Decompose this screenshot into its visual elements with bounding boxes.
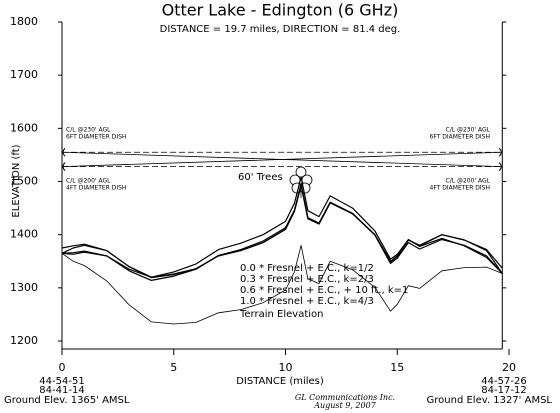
y-tick-label: 1500	[10, 175, 38, 188]
dish-marker	[498, 162, 502, 171]
footer: GL Communications Inc.	[295, 393, 395, 402]
trees-label: 60' Trees	[238, 172, 283, 183]
tree-icon	[289, 166, 313, 198]
site-annotation: C/L @230' AGL	[66, 127, 111, 134]
site-annotation: 6FT DIAMETER DISH	[66, 134, 126, 141]
y-tick-label: 1700	[10, 68, 38, 81]
site-annotation: C/L @200' AGL	[446, 178, 491, 185]
x-tick-label: 15	[390, 361, 404, 374]
site-annotation: 4FT DIAMETER DISH	[430, 185, 490, 192]
chart-subtitle: DISTANCE = 19.7 miles, DIRECTION = 81.4 …	[160, 24, 401, 35]
y-tick-label: 1200	[10, 334, 38, 347]
site-coordinate: 44-54-51	[39, 376, 84, 387]
y-tick-label: 1400	[10, 228, 38, 241]
footer: August 9, 2007	[313, 401, 377, 410]
y-tick-label: 1600	[10, 121, 38, 134]
antenna-line	[61, 151, 503, 168]
y-axis-label: ELEVATION (ft)	[11, 144, 22, 217]
x-tick-label: 5	[170, 361, 177, 374]
site-coordinate: 44-57-26	[481, 376, 526, 387]
legend-label: Terrain Elevation	[239, 309, 323, 320]
dish-marker	[62, 162, 66, 171]
chart-title: Otter Lake - Edington (6 GHz)	[162, 1, 399, 20]
site-ground: Ground Elev. 1365' AMSL	[4, 395, 130, 406]
site-annotation: 4FT DIAMETER DISH	[66, 185, 126, 192]
y-tick-label: 1800	[10, 15, 38, 28]
legend-label: 0.6 * Fresnel + E.C., + 10 ft., k=1	[240, 285, 408, 296]
site-coordinate: 84-17-12	[481, 385, 526, 396]
site-annotation: C/L @230' AGL	[446, 127, 491, 134]
site-annotation: 6FT DIAMETER DISH	[430, 134, 490, 141]
site-annotation: C/L @200' AGL	[66, 178, 111, 185]
x-tick-label: 20	[502, 361, 516, 374]
legend-label: 0.3 * Fresnel + E.C., k=2/3	[240, 274, 374, 285]
legend-label: 1.0 * Fresnel + E.C., k=4/3	[240, 296, 374, 307]
series-line	[61, 184, 503, 278]
series-line	[61, 183, 503, 281]
site-coordinate: 84-41-14	[39, 385, 84, 396]
dish-marker	[62, 147, 66, 157]
legend-label: 0.0 * Fresnel + E.C., k=1/2	[240, 263, 374, 274]
x-tick-label: 0	[59, 361, 66, 374]
x-tick-label: 10	[279, 361, 293, 374]
y-tick-label: 1300	[10, 281, 38, 294]
dish-marker	[498, 147, 502, 157]
x-axis-label: DISTANCE (miles)	[236, 376, 324, 387]
series-line	[61, 244, 503, 325]
site-ground: Ground Elev. 1327' AMSL	[427, 395, 553, 406]
